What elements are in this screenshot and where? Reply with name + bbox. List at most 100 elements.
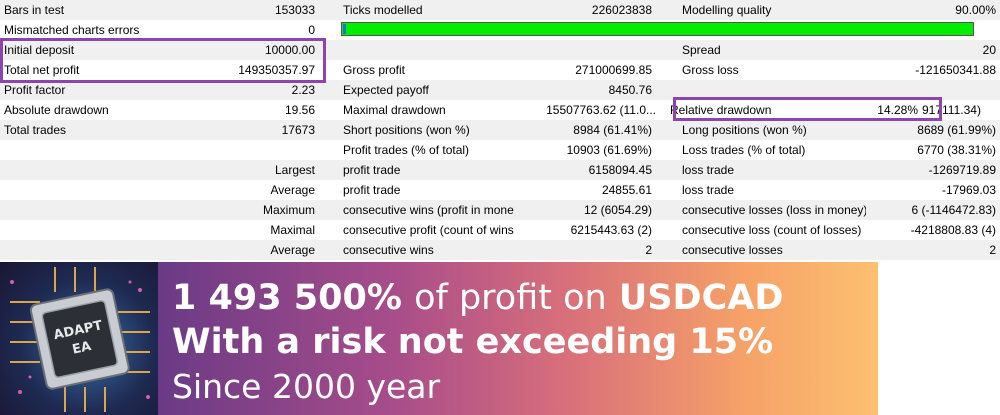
value-maximal-consecutive-profit: 6215443.63 (2) [570,223,652,237]
label-total-trades: Total trades [4,123,67,137]
value-loss-trades: 6770 (38.31%) [917,143,996,157]
label-long-positions: Long positions (won %) [682,123,807,137]
label-average: Average [270,183,315,197]
label-profit-trades: Profit trades (% of total) [343,143,470,157]
banner-line-since: Since 2000 year [172,367,441,406]
overflow-text: 917111.34) [922,103,981,117]
value-ticks-modelled: 226023838 [591,3,652,17]
value-long-positions: 8689 (61.99%) [917,123,996,137]
label-largest: Largest [274,163,315,177]
label-maximum: Maximum [262,203,315,217]
value-largest-profit-trade: 6158094.45 [588,163,652,177]
report-row-maximal: Maximal consecutive profit (count of win… [0,220,1000,240]
label-maximal-drawdown: Maximal drawdown [343,103,446,117]
value-gross-loss: -121650341.88 [915,63,996,77]
label-ticks-modelled: Ticks modelled [343,3,423,17]
label-average-consecutive-wins: consecutive wins [343,243,434,257]
empty-cell [0,220,138,240]
empty-cell [0,200,138,220]
value-maximal-drawdown: 15507763.62 (11.0... [546,103,656,117]
empty-cell [514,40,658,60]
value-maximal-consecutive-loss: -4218808.83 (4) [910,223,996,237]
label-initial-deposit: Initial deposit [4,43,75,57]
value-short-positions: 8984 (61.41%) [573,123,652,137]
chip-label-line2: EA [71,339,93,358]
report-row-initial-deposit: Initial deposit 10000.00 Spread 20 [0,40,1000,60]
label-largest-loss-trade: loss trade [682,163,735,177]
label-absolute-drawdown: Absolute drawdown [4,103,109,117]
value-expected-payoff: 8450.76 [608,83,652,97]
ai-chip-image: ADAPT EA [0,262,158,415]
report-row-mismatched: Mismatched charts errors 0 [0,20,1000,40]
label-average-consecutive: Average [270,243,315,257]
label-mismatched-errors: Mismatched charts errors [4,23,140,37]
label-expected-payoff: Expected payoff [343,83,429,97]
modelling-quality-bar-cell [318,20,978,40]
strategy-tester-report: Bars in test 153033 Ticks modelled 22602… [0,0,1000,260]
report-row-profit-factor: Profit factor 2.23 Expected payoff 8450.… [0,80,1000,100]
label-maximal: Maximal [270,223,315,237]
label-average-loss-trade: loss trade [682,183,735,197]
report-row-net-profit: Total net profit 149350357.97 Gross prof… [0,60,1000,80]
report-row-average: Average profit trade 24855.61 loss trade… [0,180,1000,200]
value-average-loss-trade: -17969.03 [941,183,996,197]
label-maximal-consecutive-profit: consecutive profit (count of wins) [343,223,514,237]
label-profit-factor: Profit factor [4,83,66,97]
label-gross-profit: Gross profit [343,63,406,77]
report-row-largest: Largest profit trade 6158094.45 loss tra… [0,160,1000,180]
empty-cell [658,80,866,100]
label-average-consecutive-losses: consecutive losses [682,243,783,257]
label-gross-loss: Gross loss [682,63,739,77]
empty-cell [138,140,318,160]
value-total-trades: 17673 [281,123,315,137]
banner-line-profit: 1 493 500% of profit on USDCAD [172,276,783,320]
label-max-consecutive-losses: consecutive losses (loss in money) [682,203,866,217]
profit-on-text: of profit on [414,278,607,318]
report-row-average-consecutive: Average consecutive wins 2 consecutive l… [0,240,1000,260]
value-mismatched-errors: 0 [308,23,315,37]
label-loss-trades: Loss trades (% of total) [682,143,806,157]
label-bars-in-test: Bars in test [4,3,65,17]
label-short-positions: Short positions (won %) [343,123,470,137]
label-total-net-profit: Total net profit [4,63,80,77]
label-largest-profit-trade: profit trade [343,163,401,177]
label-max-consecutive-wins: consecutive wins (profit in money) [343,203,514,217]
value-bars-in-test: 153033 [274,3,315,17]
banner-line-risk: With a risk not exceeding 15% [172,322,774,362]
value-initial-deposit: 10000.00 [264,43,315,57]
banner-headline: 1 493 500% of profit on USDCAD With a ri… [172,276,783,410]
modelling-quality-bar [341,22,974,36]
promo-banner: ADAPT EA 1 493 500% of profit on USDCAD … [0,262,878,415]
value-max-consecutive-losses: 6 (-1146472.83) [911,203,996,217]
value-modelling-quality: 90.00% [955,3,996,17]
value-relative-drawdown: 14.28% [877,103,918,117]
report-row-profit-trades: Profit trades (% of total) 10903 (61.69%… [0,140,1000,160]
report-row-drawdown: Absolute drawdown 19.56 Maximal drawdown… [0,100,1000,120]
empty-cell [0,240,138,260]
value-profit-factor: 2.23 [291,83,315,97]
report-row-bars: Bars in test 153033 Ticks modelled 22602… [0,0,1000,20]
currency-pair: USDCAD [618,278,784,318]
empty-cell [866,80,1000,100]
empty-cell [0,180,138,200]
value-total-net-profit: 149350357.97 [238,63,315,77]
value-spread: 20 [982,43,996,57]
value-average-consecutive-wins: 2 [645,243,652,257]
value-largest-loss-trade: -1269719.89 [928,163,996,177]
report-row-total-trades: Total trades 17673 Short positions (won … [0,120,1000,140]
label-maximal-consecutive-loss: consecutive loss (count of losses) [682,223,862,237]
value-gross-profit: 271000699.85 [575,63,652,77]
value-average-consecutive-losses: 2 [989,243,996,257]
empty-cell [0,160,138,180]
value-profit-trades: 10903 (61.69%) [566,143,652,157]
label-modelling-quality: Modelling quality [682,3,772,17]
value-max-consecutive-wins: 12 (6054.29) [583,203,652,217]
empty-cell [0,140,138,160]
value-average-profit-trade: 24855.61 [601,183,652,197]
label-average-profit-trade: profit trade [343,183,401,197]
label-spread: Spread [682,43,721,57]
report-row-maximum: Maximum consecutive wins (profit in mone… [0,200,1000,220]
profit-percent: 1 493 500% [172,278,402,318]
chip-illustration: ADAPT EA [10,267,150,412]
empty-cell [318,40,514,60]
